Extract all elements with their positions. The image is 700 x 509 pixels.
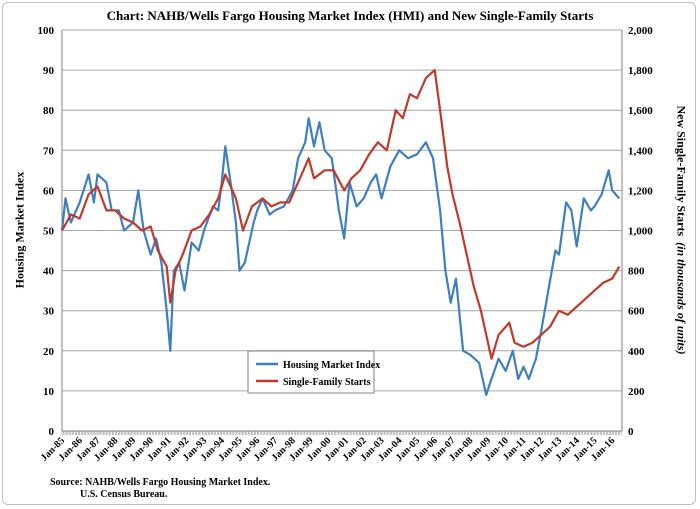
legend-box [247, 350, 375, 394]
source-line-2: U.S. Census Bureau. [80, 489, 168, 500]
y-tick-label: 20 [43, 346, 55, 358]
y-tick-label: 30 [43, 306, 55, 318]
y-tick-label: 100 [38, 25, 55, 37]
source-note: Source: NAHB/Wells Fargo Housing Market … [50, 477, 270, 501]
series-line-hmi [60, 117, 621, 396]
y2-tick-label: 600 [628, 306, 645, 318]
y-tick-label: 70 [43, 145, 55, 157]
y2-tick-label: 2,000 [628, 25, 653, 37]
y2-tick-label: 1,400 [628, 145, 653, 157]
y2-tick-label: 1,800 [628, 65, 653, 77]
y-tick-label: 90 [43, 65, 55, 77]
y-tick-label: 40 [43, 266, 55, 278]
chart-title: Chart: NAHB/Wells Fargo Housing Market I… [106, 8, 594, 23]
y2-tick-label: 1,000 [628, 226, 653, 238]
y-tick-label: 10 [43, 386, 55, 398]
series-line-starts [61, 68, 621, 360]
source-line-1: Source: NAHB/Wells Fargo Housing Market … [50, 477, 271, 488]
legend-label: Single-Family Starts [283, 377, 371, 388]
y2-tick-label: 200 [628, 386, 645, 398]
y2-tick-label: 400 [628, 346, 645, 358]
y-tick-label: 50 [43, 226, 55, 238]
chart-frame [2, 2, 696, 505]
y2-tick-label: 800 [628, 266, 645, 278]
y2-tick-label: 1,600 [628, 105, 653, 117]
y-tick-label: 0 [49, 426, 55, 438]
y2-tick-label: 0 [628, 426, 634, 438]
legend-label: Housing Market Index [283, 360, 380, 371]
y2-tick-label: 1,200 [628, 185, 653, 197]
y-tick-label: 80 [43, 105, 55, 117]
y-tick-label: 60 [43, 185, 55, 197]
